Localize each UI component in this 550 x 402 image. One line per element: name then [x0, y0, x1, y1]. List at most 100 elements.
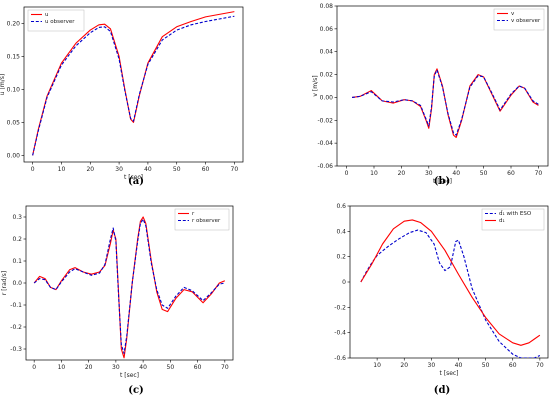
y-tick-label: 0.04: [320, 49, 334, 56]
y-tick-label: 0.10: [7, 86, 21, 93]
chart-panel-2: 0 10 20 30 40 50 60 70 -0.06 -0.04 -0.02 0.00 0.02 0.…: [312, 3, 549, 187]
y-tick-label: 0.02: [320, 72, 334, 79]
y-tick-label: 0.00: [7, 152, 21, 159]
x-tick-label: 40: [144, 166, 152, 173]
series-line-1: [33, 216, 226, 359]
x-tick-label: 50: [480, 170, 488, 177]
panel-caption: (b): [434, 176, 450, 187]
legend-box: [174, 208, 230, 231]
x-tick-label: 60: [202, 166, 210, 173]
x-tick-label: 20: [86, 166, 94, 173]
y-tick-label: -0.4: [334, 330, 346, 337]
x-tick-label: 10: [373, 362, 381, 369]
y-tick-label: 0.20: [7, 20, 21, 27]
x-tick-label: 10: [370, 170, 378, 177]
legend-label: r observer: [192, 218, 221, 224]
legend-box: [493, 8, 545, 31]
x-tick-label: 0: [345, 170, 349, 177]
x-tick-label: 40: [452, 170, 460, 177]
plot-frame: [23, 6, 244, 163]
x-tick-label: 0: [32, 364, 36, 371]
x-tick-label: 70: [535, 170, 543, 177]
x-axis-label: t [sec]: [439, 370, 458, 377]
x-tick-label: 40: [455, 362, 463, 369]
panel-caption: (d): [434, 385, 450, 396]
chart-panel-3: 0 10 20 30 40 50 60 70 -0.3 -0.2 -0.1 0.0 0.1 0.2 0.3 t…: [1, 205, 234, 396]
y-tick-label: -0.04: [317, 140, 333, 147]
y-tick-label: -0.2: [10, 324, 22, 331]
series-line-2: [33, 218, 225, 354]
legend-label: d̂₁ with ESO: [499, 210, 532, 217]
series-line-1: [360, 229, 541, 358]
x-tick-label: 60: [507, 170, 515, 177]
y-tick-label: -0.2: [334, 304, 346, 311]
chart-panel-1: 0 10 20 30 40 50 60 70 0.00 0.05 0.10 0.15 0.20 t [se…: [0, 6, 244, 187]
x-tick-label: 50: [173, 166, 181, 173]
y-tick-label: 0.3: [12, 214, 22, 221]
panel-caption: (c): [128, 385, 144, 396]
y-tick-label: 0.08: [320, 3, 334, 10]
x-axis-label: t [sec]: [433, 178, 452, 185]
series-line-2: [351, 69, 539, 136]
series-line-2: [360, 219, 541, 346]
y-tick-label: 0.00: [320, 94, 334, 101]
y-tick-label: 0.4: [336, 228, 346, 235]
y-tick-label: 0.1: [12, 258, 22, 265]
legend-label: d₁: [499, 218, 505, 224]
legend-label: u: [45, 12, 49, 18]
x-tick-label: 40: [139, 364, 147, 371]
x-tick-label: 50: [167, 364, 175, 371]
legend-label: v observer: [511, 18, 541, 24]
x-tick-label: 30: [428, 362, 436, 369]
legend: vv observer: [493, 8, 545, 31]
x-tick-label: 30: [112, 364, 120, 371]
legend-label: r: [192, 211, 195, 217]
y-tick-label: 0: [342, 279, 346, 286]
x-tick-label: 60: [194, 364, 202, 371]
chart-panel-4: 10 20 30 40 50 60 70 -0.6 -0.4 -0.2 0 0.2 0.4 0.6 t [s…: [334, 203, 549, 396]
y-tick-label: -0.6: [334, 355, 346, 362]
x-tick-label: 60: [509, 362, 517, 369]
y-tick-label: -0.1: [10, 302, 22, 309]
plot-frame: [336, 5, 549, 167]
x-tick-label: 30: [115, 166, 123, 173]
x-tick-label: 10: [58, 364, 66, 371]
x-tick-label: 10: [58, 166, 66, 173]
legend-box: [481, 208, 545, 231]
series-line-2: [32, 15, 235, 156]
y-tick-label: 0.0: [12, 280, 22, 287]
panel-caption: (a): [128, 176, 144, 187]
x-tick-label: 50: [482, 362, 490, 369]
y-tick-label: -0.06: [317, 163, 333, 170]
legend-label: u observer: [45, 19, 75, 25]
x-tick-label: 70: [231, 166, 239, 173]
x-tick-label: 0: [31, 166, 35, 173]
y-tick-label: 0.05: [7, 119, 21, 126]
x-axis-label: t [sec]: [120, 372, 139, 379]
y-axis-label: v [m/s]: [312, 75, 319, 96]
legend: uu observer: [27, 9, 85, 32]
y-axis-label: u [m/s]: [0, 74, 6, 95]
y-tick-label: 0.06: [320, 26, 334, 33]
legend-label: v: [511, 11, 515, 17]
y-tick-label: 0.6: [336, 203, 346, 210]
x-tick-label: 30: [425, 170, 433, 177]
y-tick-label: 0.15: [7, 53, 21, 60]
x-axis-label: t [sec]: [124, 174, 143, 181]
legend: rr observer: [174, 208, 230, 231]
series-line-1: [32, 11, 235, 156]
y-tick-label: -0.3: [10, 346, 22, 353]
y-axis-label: r [rad/s]: [1, 271, 8, 295]
y-tick-label: -0.02: [317, 117, 333, 124]
x-tick-label: 20: [398, 170, 406, 177]
x-tick-label: 20: [400, 362, 408, 369]
legend-box: [27, 9, 85, 32]
x-tick-label: 20: [85, 364, 93, 371]
y-tick-label: 0.2: [336, 254, 346, 261]
series-line-1: [351, 68, 539, 138]
x-tick-label: 70: [536, 362, 544, 369]
y-tick-label: 0.2: [12, 236, 22, 243]
x-tick-label: 70: [221, 364, 229, 371]
